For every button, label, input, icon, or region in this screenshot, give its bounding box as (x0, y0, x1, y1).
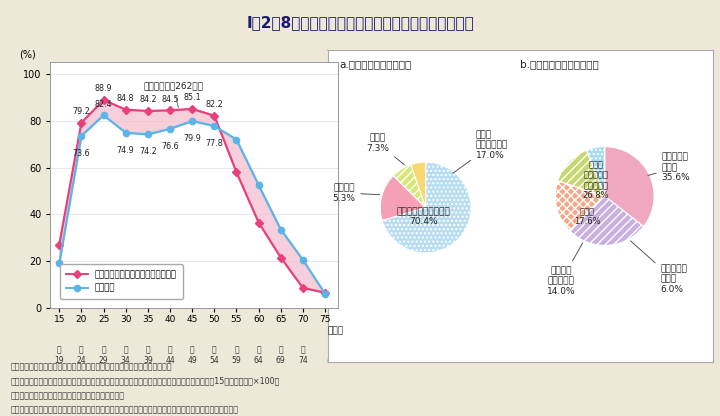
Text: 88.9: 88.9 (95, 84, 112, 94)
Wedge shape (393, 165, 426, 208)
Text: 84.2: 84.2 (139, 96, 157, 104)
Text: ２．労働力率＋就業希望者の対人口割合は，（「労働力人口」＋「就業希望者」）／「15歳以上人口」×100。: ２．労働力率＋就業希望者の対人口割合は，（「労働力人口」＋「就業希望者」）／「1… (11, 376, 280, 386)
Text: 〜
44: 〜 44 (165, 345, 175, 365)
Text: その他
17.6%: その他 17.6% (574, 207, 600, 226)
Wedge shape (605, 147, 654, 227)
Text: 〜
49: 〜 49 (187, 345, 197, 365)
Text: a.　希望する就業形態別: a. 希望する就業形態別 (339, 59, 411, 69)
Text: 就業希望者：262万人: 就業希望者：262万人 (143, 81, 204, 108)
Text: (%): (%) (19, 50, 35, 60)
Text: 〜
29: 〜 29 (99, 345, 109, 365)
Legend: 労働力率＋就業希望者の対人口割合, 労働力率: 労働力率＋就業希望者の対人口割合, 労働力率 (60, 264, 183, 299)
Text: 82.4: 82.4 (95, 100, 112, 109)
Text: 〜
39: 〜 39 (143, 345, 153, 365)
Text: 〜
19: 〜 19 (55, 345, 64, 365)
Text: 正規の
職員・従業員
17.0%: 正規の 職員・従業員 17.0% (453, 130, 508, 173)
Text: 〜
54: 〜 54 (210, 345, 219, 365)
Text: （歳）: （歳） (328, 327, 343, 336)
Text: 76.6: 76.6 (161, 141, 179, 151)
Text: 74.9: 74.9 (117, 146, 135, 155)
Text: I－2－8図　女性の就業希望者の内訳（平成２９年）: I－2－8図 女性の就業希望者の内訳（平成２９年） (246, 15, 474, 30)
Wedge shape (382, 162, 471, 253)
Text: 〜
74: 〜 74 (298, 345, 308, 365)
Text: 73.6: 73.6 (73, 149, 90, 158)
Wedge shape (380, 176, 426, 220)
Text: 適当な
仕事があり
そうにない
26.8%: 適当な 仕事があり そうにない 26.8% (582, 160, 609, 201)
Text: 84.5: 84.5 (161, 95, 179, 104)
Text: 自営業主
5.3%: 自営業主 5.3% (332, 183, 379, 203)
Text: 77.8: 77.8 (205, 139, 223, 148)
Text: 82.2: 82.2 (205, 100, 223, 109)
Text: 85.1: 85.1 (184, 93, 201, 102)
Wedge shape (587, 147, 605, 196)
Text: 非正規の職員・従業員
70.4%: 非正規の職員・従業員 70.4% (397, 207, 450, 226)
Text: 〜
24: 〜 24 (76, 345, 86, 365)
Text: （備考）１．総務省「労働力調査（詳細集計）」（平成２９年）より作成。: （備考）１．総務省「労働力調査（詳細集計）」（平成２９年）より作成。 (11, 362, 172, 371)
Text: 84.8: 84.8 (117, 94, 135, 103)
Text: 79.2: 79.2 (73, 107, 90, 116)
Wedge shape (555, 181, 605, 231)
Text: ４．割合は，希望する就業形態別内訳及び求職していない理由別内訳の合計に占める割合を示す。: ４．割合は，希望する就業形態別内訳及び求職していない理由別内訳の合計に占める割合… (11, 406, 239, 415)
Text: 〜
69: 〜 69 (276, 345, 286, 365)
Text: 健康上の
理由のため
14.0%: 健康上の 理由のため 14.0% (547, 243, 582, 296)
Text: b.　求職していない理由別: b. 求職していない理由別 (521, 59, 599, 69)
Text: ３．「自営業主」には，「内職者」を含む。: ３．「自営業主」には，「内職者」を含む。 (11, 391, 125, 400)
Wedge shape (411, 162, 426, 208)
Text: 79.9: 79.9 (184, 134, 201, 143)
Text: 出産・育児
のため
35.6%: 出産・育児 のため 35.6% (648, 153, 690, 182)
Text: 介護・看護
のため
6.0%: 介護・看護 のため 6.0% (631, 241, 687, 294)
Text: 〜
59: 〜 59 (232, 345, 241, 365)
Wedge shape (558, 150, 605, 196)
Text: 〜
34: 〜 34 (121, 345, 130, 365)
Wedge shape (570, 196, 644, 245)
Text: その他
7.3%: その他 7.3% (366, 134, 405, 165)
Text: 〜
64: 〜 64 (253, 345, 264, 365)
Text: 74.2: 74.2 (139, 147, 157, 156)
